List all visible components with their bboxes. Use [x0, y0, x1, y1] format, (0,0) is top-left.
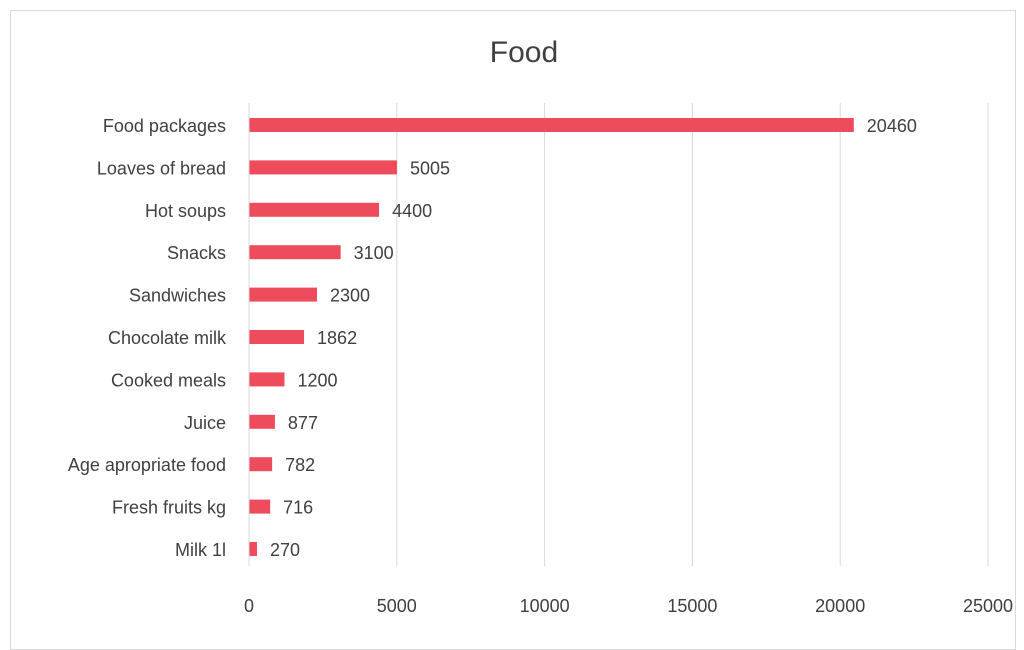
category-label: Snacks	[167, 243, 226, 263]
bar	[249, 160, 397, 175]
x-tick-label: 15000	[667, 596, 717, 616]
data-label: 5005	[410, 158, 450, 178]
category-label: Food packages	[103, 116, 226, 136]
data-label: 1862	[317, 328, 357, 348]
bar	[249, 499, 271, 514]
category-label: Age apropriate food	[68, 455, 226, 475]
bar	[249, 414, 275, 429]
data-label: 877	[288, 413, 318, 433]
category-label: Juice	[184, 413, 226, 433]
category-label: Fresh fruits kg	[112, 498, 226, 518]
bar	[249, 457, 273, 472]
bar	[249, 202, 380, 217]
bar	[249, 118, 854, 132]
data-label: 782	[285, 455, 315, 475]
x-tick-label: 10000	[520, 596, 570, 616]
category-label: Hot soups	[145, 201, 226, 221]
chart-title: Food	[489, 36, 559, 69]
category-label: Loaves of bread	[97, 158, 226, 178]
category-label: Milk 1l	[175, 540, 226, 560]
bar	[249, 287, 317, 302]
data-label: 3100	[354, 243, 394, 263]
x-tick-label: 0	[244, 596, 254, 616]
chart-frame	[10, 10, 1016, 650]
data-label: 270	[270, 540, 300, 560]
bar	[249, 542, 257, 556]
data-label: 1200	[297, 370, 337, 390]
data-label: 2300	[330, 286, 370, 306]
bar	[249, 330, 305, 344]
bar-chart: 0 5000 10000 15000 20000 25000 Food packages 20…	[68, 103, 1013, 616]
data-label: 716	[283, 498, 313, 518]
category-label: Chocolate milk	[108, 328, 227, 348]
x-tick-label: 20000	[815, 596, 865, 616]
category-label: Sandwiches	[129, 286, 226, 306]
data-label: 20460	[867, 116, 917, 136]
data-label: 4400	[392, 201, 432, 221]
x-tick-label: 25000	[963, 596, 1013, 616]
x-tick-label: 5000	[377, 596, 417, 616]
category-label: Cooked meals	[111, 370, 226, 390]
bar	[249, 372, 285, 387]
bar	[249, 245, 341, 260]
